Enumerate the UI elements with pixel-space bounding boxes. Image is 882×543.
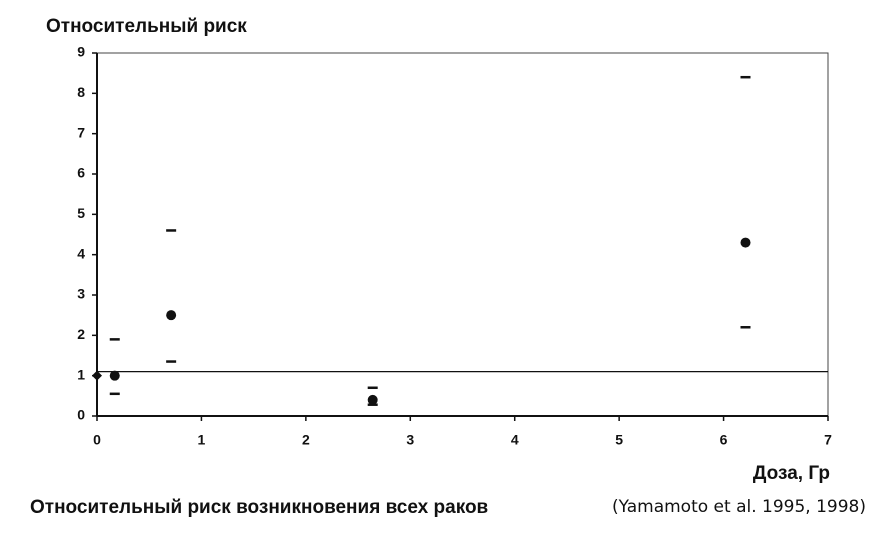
y-tick-label: 0 (77, 407, 85, 423)
x-tick-label: 7 (824, 432, 832, 448)
source: (Yamamoto et al. 1995, 1998) (612, 497, 866, 517)
x-tick-label: 5 (615, 432, 623, 448)
y-tick-label: 5 (77, 205, 85, 221)
chart-title: Относительный риск возникновения всех ра… (30, 497, 488, 518)
y-tick-label: 8 (77, 84, 85, 100)
y-tick-label: 6 (77, 165, 85, 181)
y-tick-label: 3 (77, 286, 85, 302)
y-tick-label: 7 (77, 124, 85, 140)
y-tick-label: 1 (77, 366, 85, 382)
point (166, 310, 177, 321)
y-tick-label: 4 (77, 245, 85, 261)
x-tick-label: 3 (406, 432, 414, 448)
point (740, 237, 751, 248)
x-tick-label: 6 (720, 432, 728, 448)
plot-frame (96, 52, 829, 417)
y-tick-label: 9 (77, 44, 85, 60)
point (109, 370, 120, 381)
point (367, 394, 378, 405)
y-tick-label: 2 (77, 326, 85, 342)
x-axis-label: Доза, Гр (753, 463, 830, 484)
x-tick-label: 0 (93, 432, 101, 448)
y-axis-label: Относительный риск (46, 16, 247, 37)
point (92, 370, 102, 381)
x-tick-label: 2 (302, 432, 310, 448)
x-tick-label: 4 (511, 432, 519, 448)
x-tick-label: 1 (198, 432, 206, 448)
